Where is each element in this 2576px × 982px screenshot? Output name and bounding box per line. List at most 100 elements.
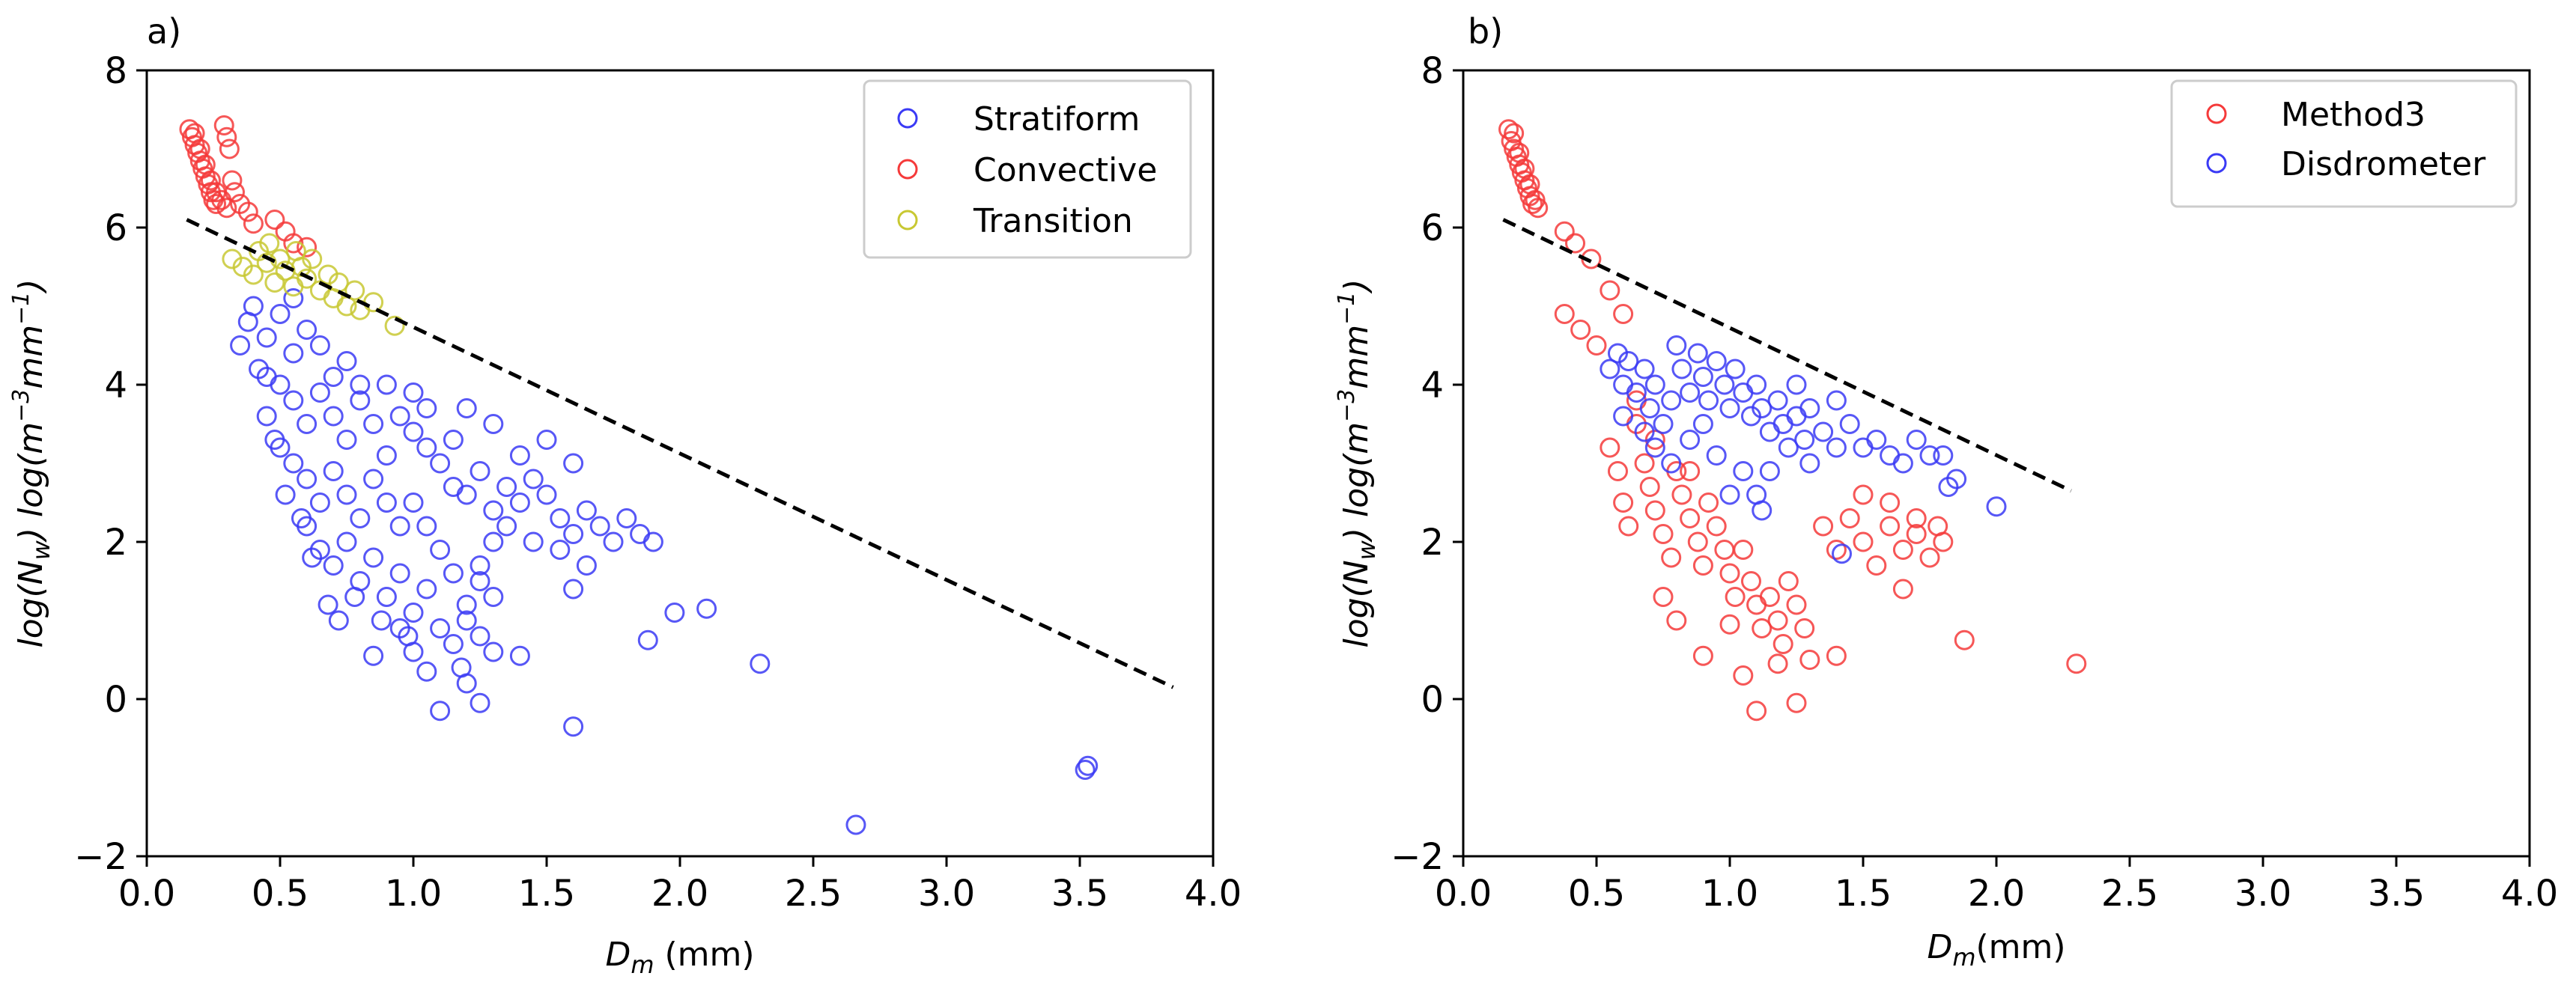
chart-b-point-method3 <box>1919 547 1940 568</box>
chart-a-x-axis: 0.0 0.5 1.0 1.5 2.0 2.5 3.0 3.5 4.0 <box>118 856 1242 915</box>
chart-a-point-transition <box>264 272 285 293</box>
chart-b-point-disdrometer <box>1906 430 1927 450</box>
chart-b-point-method3 <box>1639 477 1660 497</box>
chart-b-legend-label-method3: Method3 <box>2281 96 2425 134</box>
chart-b-point-disdrometer <box>1680 382 1701 403</box>
chart-b-point-disdrometer <box>1866 430 1887 450</box>
chart-b-point-method3 <box>1698 492 1719 513</box>
chart-b-point-method3 <box>1706 516 1727 537</box>
chart-a-x-tick-label: 1.0 <box>385 873 442 915</box>
chart-b-point-disdrometer <box>1687 343 1708 364</box>
chart-a-point-stratiform <box>637 629 658 650</box>
chart-a-x-tick-label: 1.5 <box>518 873 575 915</box>
chart-a-y-tick-label: 8 <box>104 50 127 92</box>
chart-a-point-convective <box>264 210 285 230</box>
chart-b-point-method3 <box>1826 540 1847 560</box>
chart-a-point-stratiform <box>563 524 584 544</box>
chart-b-point-method3 <box>1880 516 1901 537</box>
chart-a-point-stratiform <box>523 531 544 552</box>
chart-b-point-method3 <box>1740 571 1761 591</box>
chart-b-point-method3 <box>1759 587 1780 607</box>
chart-b-point-method3 <box>1746 701 1767 722</box>
chart-a-y-tick-label: 6 <box>104 207 127 249</box>
chart-a-point-stratiform <box>443 430 464 450</box>
chart-a-point-stratiform <box>283 390 304 411</box>
chart-b-point-disdrometer <box>1746 374 1767 395</box>
chart-a-point-stratiform <box>318 594 338 615</box>
chart-a-point-convective <box>297 237 318 257</box>
chart-a-point-stratiform <box>237 311 258 332</box>
chart-a-point-stratiform <box>416 398 437 418</box>
chart-a-point-convective <box>237 201 258 222</box>
chart-b-point-method3 <box>1733 665 1754 686</box>
chart-a-point-stratiform <box>403 492 424 513</box>
chart-b-point-disdrometer <box>1938 477 1959 497</box>
chart-a-x-tick-label: 4.0 <box>1185 873 1242 915</box>
chart-a-point-stratiform <box>389 516 410 537</box>
chart-b-point-disdrometer <box>1644 374 1665 395</box>
chart-a-point-stratiform <box>536 430 557 450</box>
chart-a-point-stratiform <box>403 603 424 623</box>
chart-b-point-disdrometer <box>1719 398 1740 418</box>
chart-a-fit-line <box>186 218 1174 689</box>
chart-a-point-stratiform <box>643 531 663 552</box>
chart-a-point-stratiform <box>270 304 291 324</box>
chart-a-point-convective <box>243 213 264 234</box>
chart-a-point-transition <box>302 248 323 269</box>
chart-b-point-method3 <box>1613 304 1634 324</box>
chart-b-point-disdrometer <box>1725 359 1746 379</box>
chart-b-point-method3 <box>1853 531 1874 552</box>
chart-a-point-stratiform <box>371 610 392 631</box>
chart-b-point-disdrometer <box>1634 421 1655 442</box>
chart-a-point-stratiform <box>443 563 464 584</box>
chart-a-legend-marker-convective <box>897 159 918 180</box>
chart-b-y-tick-label: 4 <box>1421 365 1444 406</box>
chart-a-point-stratiform <box>470 461 490 481</box>
chart-b-point-method3 <box>1719 614 1740 635</box>
chart-a-legend-marker-stratiform <box>897 108 918 129</box>
chart-b-point-disdrometer <box>1752 398 1772 418</box>
chart-b-point-disdrometer <box>1799 398 1820 418</box>
chart-a-point-stratiform <box>297 320 318 340</box>
chart-a-point-stratiform <box>470 571 490 591</box>
chart-a-point-stratiform <box>509 645 530 666</box>
chart-b-point-method3 <box>2066 653 2087 674</box>
chart-b-x-tick-label: 1.5 <box>1835 873 1892 915</box>
chart-b-point-disdrometer <box>1692 367 1713 387</box>
chart-a-y-tick-label: 4 <box>104 365 127 406</box>
chart-a-series-stratiform <box>230 288 1099 835</box>
chart-a-point-stratiform <box>389 406 410 427</box>
chart-a-point-stratiform <box>430 701 451 722</box>
chart-a-point-stratiform <box>443 634 464 654</box>
chart-a-point-stratiform <box>576 500 597 521</box>
chart-a-point-stratiform <box>328 610 349 631</box>
chart-b-point-method3 <box>1671 484 1692 505</box>
chart-a-point-stratiform <box>264 430 285 450</box>
chart-b-point-method3 <box>1600 437 1620 458</box>
chart-b-point-method3 <box>1853 484 1874 505</box>
chart-b-point-method3 <box>1892 579 1913 600</box>
chart-b-panel-label: b) <box>1468 11 1503 52</box>
chart-b-point-method3 <box>1680 461 1701 481</box>
chart-b-legend-marker-method3 <box>2206 103 2227 124</box>
chart-a-point-stratiform <box>291 508 312 528</box>
chart-a-point-stratiform <box>323 406 344 427</box>
chart-a-panel-label: a) <box>147 11 181 52</box>
chart-a-point-stratiform <box>430 453 451 474</box>
chart-a-x-tick-label: 3.5 <box>1051 873 1108 915</box>
chart-a-point-stratiform <box>603 531 624 552</box>
chart-a-point-stratiform <box>336 351 357 371</box>
chart-b-point-disdrometer <box>1618 351 1639 371</box>
chart-b-x-tick-label: 3.0 <box>2235 873 2291 915</box>
chart-b-point-disdrometer <box>1767 390 1788 411</box>
chart-b-y-tick-label: 6 <box>1421 207 1444 249</box>
chart-b-point-method3 <box>1954 629 1975 650</box>
chart-b-point-method3 <box>1692 555 1713 576</box>
chart-a-point-transition <box>256 252 277 273</box>
chart-a-y-tick-label: −2 <box>74 836 127 878</box>
chart-b-point-method3 <box>1906 524 1927 544</box>
chart-a-point-stratiform <box>302 547 323 568</box>
chart-a-x-axis-label: Dm (mm) <box>605 936 754 979</box>
chart-a-point-stratiform <box>283 343 304 364</box>
chart-a-x-tick-label: 3.0 <box>918 873 975 915</box>
